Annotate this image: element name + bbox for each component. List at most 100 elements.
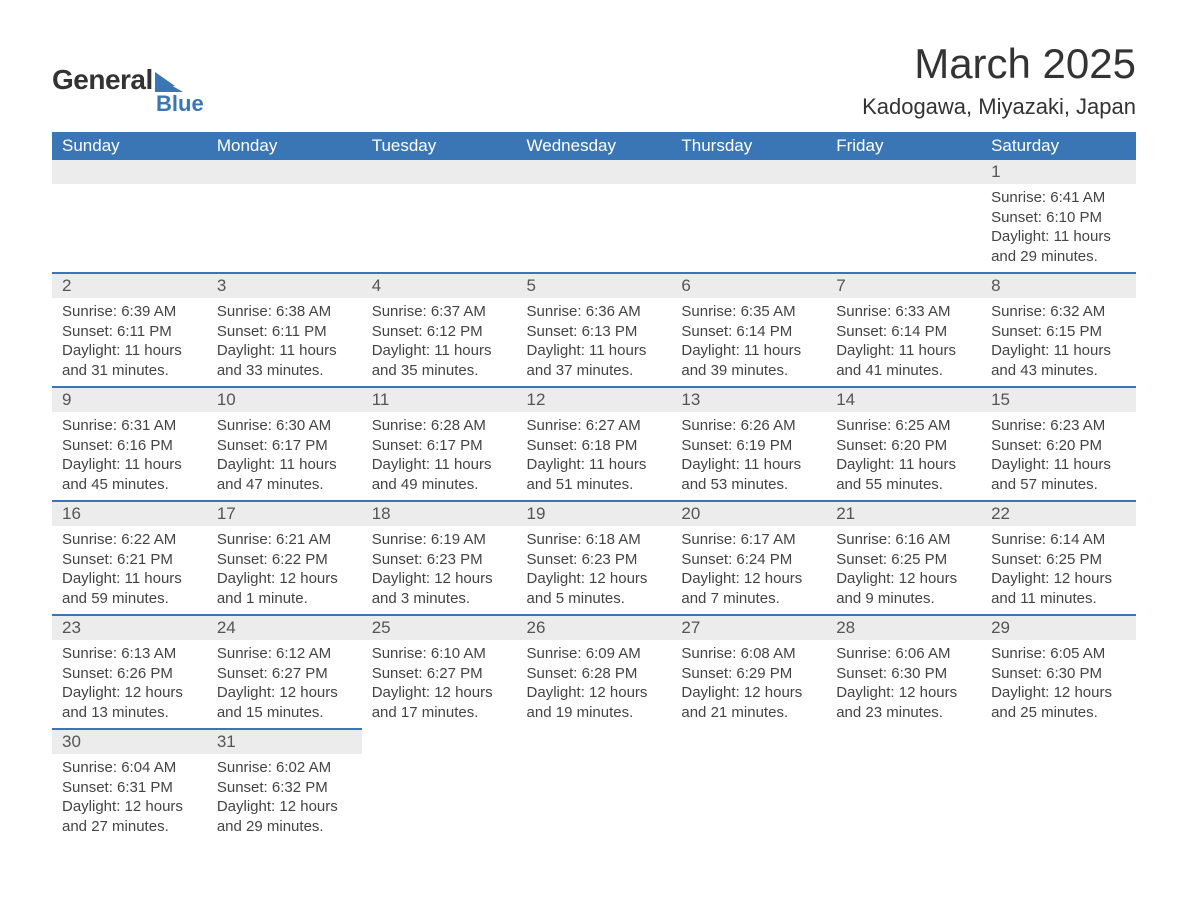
day-body: Sunrise: 6:37 AMSunset: 6:12 PMDaylight:…: [362, 298, 517, 386]
calendar-cell: 29Sunrise: 6:05 AMSunset: 6:30 PMDayligh…: [981, 614, 1136, 728]
day-sunset: Sunset: 6:28 PM: [527, 664, 662, 684]
day-body: Sunrise: 6:36 AMSunset: 6:13 PMDaylight:…: [517, 298, 672, 386]
day-daylight1: Daylight: 11 hours: [991, 455, 1126, 475]
day-daylight2: and 55 minutes.: [836, 475, 971, 495]
calendar-cell: 5Sunrise: 6:36 AMSunset: 6:13 PMDaylight…: [517, 272, 672, 386]
day-sunrise: Sunrise: 6:09 AM: [527, 644, 662, 664]
location-text: Kadogawa, Miyazaki, Japan: [862, 94, 1136, 120]
day-number-empty: [826, 728, 981, 752]
weekday-header: Sunday: [52, 132, 207, 160]
day-number: 11: [362, 386, 517, 412]
day-sunset: Sunset: 6:26 PM: [62, 664, 197, 684]
day-daylight2: and 25 minutes.: [991, 703, 1126, 723]
day-daylight1: Daylight: 11 hours: [991, 341, 1126, 361]
day-sunrise: Sunrise: 6:30 AM: [217, 416, 352, 436]
day-number: 20: [671, 500, 826, 526]
day-daylight2: and 13 minutes.: [62, 703, 197, 723]
day-body-empty: [517, 752, 672, 822]
calendar-cell: 14Sunrise: 6:25 AMSunset: 6:20 PMDayligh…: [826, 386, 981, 500]
day-body-empty: [826, 752, 981, 822]
day-body: Sunrise: 6:14 AMSunset: 6:25 PMDaylight:…: [981, 526, 1136, 614]
day-sunset: Sunset: 6:11 PM: [62, 322, 197, 342]
day-number: 12: [517, 386, 672, 412]
day-sunset: Sunset: 6:18 PM: [527, 436, 662, 456]
calendar-cell: 2Sunrise: 6:39 AMSunset: 6:11 PMDaylight…: [52, 272, 207, 386]
weekday-header-row: Sunday Monday Tuesday Wednesday Thursday…: [52, 132, 1136, 160]
calendar-cell: [517, 160, 672, 272]
day-sunset: Sunset: 6:23 PM: [372, 550, 507, 570]
day-number: 10: [207, 386, 362, 412]
day-body-empty: [362, 752, 517, 822]
calendar-cell: 8Sunrise: 6:32 AMSunset: 6:15 PMDaylight…: [981, 272, 1136, 386]
day-daylight1: Daylight: 12 hours: [527, 569, 662, 589]
day-sunset: Sunset: 6:11 PM: [217, 322, 352, 342]
day-body: Sunrise: 6:05 AMSunset: 6:30 PMDaylight:…: [981, 640, 1136, 728]
day-daylight2: and 45 minutes.: [62, 475, 197, 495]
day-number: 22: [981, 500, 1136, 526]
day-daylight1: Daylight: 11 hours: [681, 455, 816, 475]
day-body: Sunrise: 6:12 AMSunset: 6:27 PMDaylight:…: [207, 640, 362, 728]
day-daylight2: and 21 minutes.: [681, 703, 816, 723]
day-number: 4: [362, 272, 517, 298]
day-sunset: Sunset: 6:10 PM: [991, 208, 1126, 228]
month-title: March 2025: [862, 40, 1136, 88]
calendar-cell: [826, 160, 981, 272]
day-number: 28: [826, 614, 981, 640]
weekday-header: Friday: [826, 132, 981, 160]
day-body: Sunrise: 6:32 AMSunset: 6:15 PMDaylight:…: [981, 298, 1136, 386]
day-sunset: Sunset: 6:15 PM: [991, 322, 1126, 342]
day-daylight1: Daylight: 11 hours: [527, 455, 662, 475]
day-number: 29: [981, 614, 1136, 640]
day-sunset: Sunset: 6:24 PM: [681, 550, 816, 570]
calendar-cell: 23Sunrise: 6:13 AMSunset: 6:26 PMDayligh…: [52, 614, 207, 728]
day-daylight2: and 39 minutes.: [681, 361, 816, 381]
day-body: Sunrise: 6:31 AMSunset: 6:16 PMDaylight:…: [52, 412, 207, 500]
day-daylight1: Daylight: 12 hours: [62, 797, 197, 817]
calendar-cell: 28Sunrise: 6:06 AMSunset: 6:30 PMDayligh…: [826, 614, 981, 728]
calendar-table: Sunday Monday Tuesday Wednesday Thursday…: [52, 132, 1136, 842]
page-header: General Blue March 2025 Kadogawa, Miyaza…: [52, 40, 1136, 120]
day-daylight1: Daylight: 12 hours: [991, 569, 1126, 589]
day-daylight1: Daylight: 12 hours: [217, 569, 352, 589]
calendar-cell: 20Sunrise: 6:17 AMSunset: 6:24 PMDayligh…: [671, 500, 826, 614]
title-block: March 2025 Kadogawa, Miyazaki, Japan: [862, 40, 1136, 120]
day-sunrise: Sunrise: 6:14 AM: [991, 530, 1126, 550]
calendar-cell: 25Sunrise: 6:10 AMSunset: 6:27 PMDayligh…: [362, 614, 517, 728]
day-number: 16: [52, 500, 207, 526]
day-sunrise: Sunrise: 6:28 AM: [372, 416, 507, 436]
day-sunset: Sunset: 6:20 PM: [991, 436, 1126, 456]
day-sunset: Sunset: 6:25 PM: [836, 550, 971, 570]
day-sunset: Sunset: 6:14 PM: [681, 322, 816, 342]
day-body: Sunrise: 6:21 AMSunset: 6:22 PMDaylight:…: [207, 526, 362, 614]
day-sunset: Sunset: 6:29 PM: [681, 664, 816, 684]
day-daylight2: and 37 minutes.: [527, 361, 662, 381]
day-body: Sunrise: 6:16 AMSunset: 6:25 PMDaylight:…: [826, 526, 981, 614]
day-daylight2: and 33 minutes.: [217, 361, 352, 381]
day-sunset: Sunset: 6:30 PM: [836, 664, 971, 684]
day-sunrise: Sunrise: 6:02 AM: [217, 758, 352, 778]
day-daylight1: Daylight: 12 hours: [217, 683, 352, 703]
day-daylight2: and 3 minutes.: [372, 589, 507, 609]
day-number-empty: [362, 728, 517, 752]
day-sunset: Sunset: 6:27 PM: [372, 664, 507, 684]
day-sunrise: Sunrise: 6:36 AM: [527, 302, 662, 322]
day-sunset: Sunset: 6:16 PM: [62, 436, 197, 456]
day-sunset: Sunset: 6:20 PM: [836, 436, 971, 456]
day-sunrise: Sunrise: 6:37 AM: [372, 302, 507, 322]
day-number: 13: [671, 386, 826, 412]
day-daylight2: and 53 minutes.: [681, 475, 816, 495]
day-daylight2: and 51 minutes.: [527, 475, 662, 495]
day-daylight1: Daylight: 11 hours: [527, 341, 662, 361]
day-daylight2: and 1 minute.: [217, 589, 352, 609]
day-body: Sunrise: 6:19 AMSunset: 6:23 PMDaylight:…: [362, 526, 517, 614]
day-sunset: Sunset: 6:12 PM: [372, 322, 507, 342]
day-body: Sunrise: 6:30 AMSunset: 6:17 PMDaylight:…: [207, 412, 362, 500]
day-daylight1: Daylight: 12 hours: [681, 569, 816, 589]
day-daylight2: and 57 minutes.: [991, 475, 1126, 495]
day-sunrise: Sunrise: 6:35 AM: [681, 302, 816, 322]
day-daylight1: Daylight: 12 hours: [217, 797, 352, 817]
day-body: Sunrise: 6:27 AMSunset: 6:18 PMDaylight:…: [517, 412, 672, 500]
day-body-empty: [362, 184, 517, 270]
day-body: Sunrise: 6:26 AMSunset: 6:19 PMDaylight:…: [671, 412, 826, 500]
day-daylight1: Daylight: 11 hours: [372, 341, 507, 361]
